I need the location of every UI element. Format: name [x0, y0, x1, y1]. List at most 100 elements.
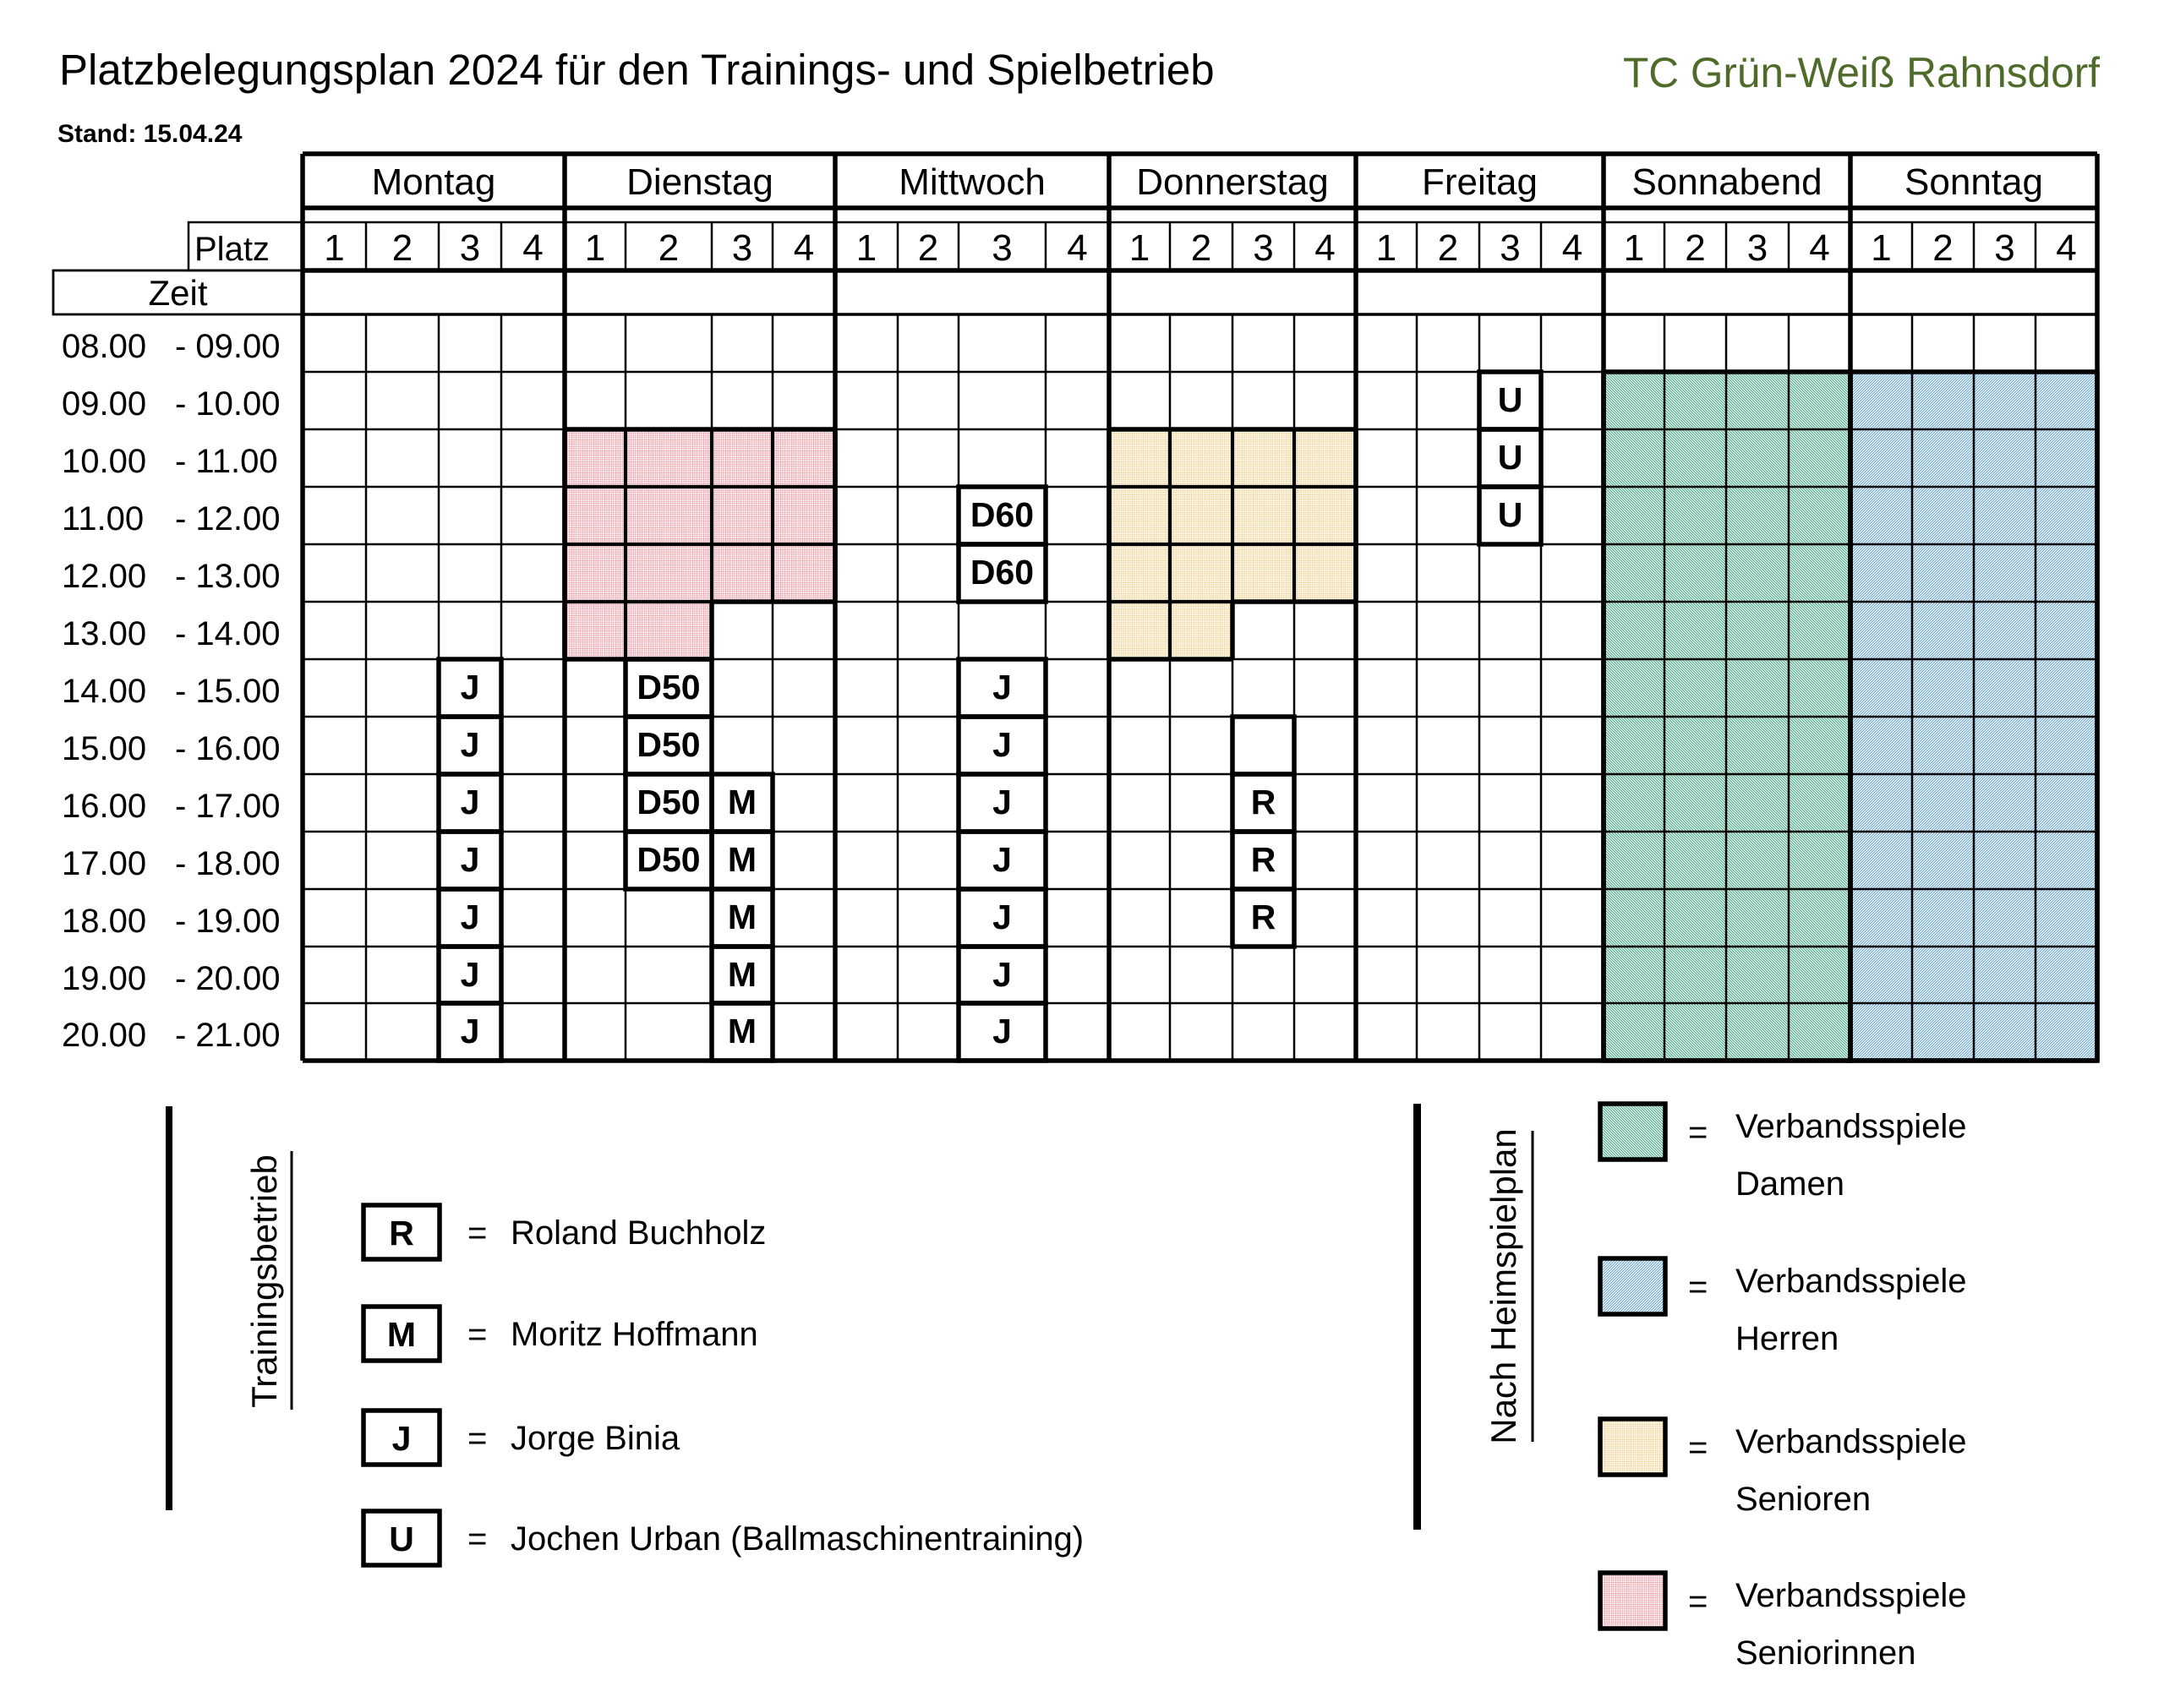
- svg-text:=: =: [1688, 1114, 1708, 1151]
- svg-text:J: J: [461, 898, 480, 936]
- svg-text:D60: D60: [970, 553, 1034, 592]
- svg-text:J: J: [992, 668, 1012, 707]
- svg-text:Dienstag: Dienstag: [626, 161, 773, 203]
- svg-text:R: R: [1251, 840, 1276, 879]
- svg-text:19.00: 19.00: [62, 960, 146, 997]
- svg-text:U: U: [1498, 380, 1523, 419]
- svg-text:3: 3: [1994, 227, 2014, 269]
- svg-text:1: 1: [1624, 227, 1644, 269]
- svg-text:Platzbelegungsplan 2024 für de: Platzbelegungsplan 2024 für den Training…: [59, 46, 1215, 94]
- svg-text:12.00: 12.00: [62, 558, 146, 595]
- svg-text:Verbandsspiele: Verbandsspiele: [1735, 1263, 1967, 1300]
- svg-text:R: R: [1251, 783, 1276, 821]
- svg-text:Damen: Damen: [1735, 1165, 1844, 1203]
- svg-text:- 17.00: - 17.00: [175, 788, 281, 825]
- svg-text:M: M: [728, 898, 757, 936]
- svg-text:2: 2: [1932, 227, 1953, 269]
- svg-text:- 09.00: - 09.00: [175, 328, 281, 365]
- svg-text:=: =: [1688, 1583, 1708, 1620]
- svg-text:3: 3: [732, 227, 752, 269]
- svg-text:1: 1: [585, 227, 605, 269]
- svg-text:- 13.00: - 13.00: [175, 558, 281, 595]
- svg-text:U: U: [1498, 495, 1523, 534]
- svg-text:Jorge Binia: Jorge Binia: [511, 1420, 680, 1457]
- svg-text:Herren: Herren: [1735, 1320, 1839, 1357]
- svg-text:Mittwoch: Mittwoch: [899, 161, 1046, 203]
- svg-text:- 21.00: - 21.00: [175, 1017, 281, 1054]
- svg-text:M: M: [728, 955, 757, 994]
- svg-text:=: =: [1688, 1429, 1708, 1466]
- svg-text:2: 2: [392, 227, 413, 269]
- svg-text:- 16.00: - 16.00: [175, 730, 281, 767]
- svg-text:J: J: [992, 840, 1012, 879]
- svg-text:08.00: 08.00: [62, 328, 146, 365]
- svg-text:Verbandsspiele: Verbandsspiele: [1735, 1108, 1967, 1145]
- svg-text:3: 3: [1253, 227, 1273, 269]
- svg-text:J: J: [461, 725, 480, 764]
- svg-text:1: 1: [324, 227, 344, 269]
- svg-text:M: M: [387, 1315, 416, 1354]
- svg-text:Donnerstag: Donnerstag: [1136, 161, 1328, 203]
- svg-text:4: 4: [794, 227, 814, 269]
- svg-text:M: M: [728, 840, 757, 879]
- svg-text:J: J: [461, 668, 480, 707]
- svg-text:Sonnabend: Sonnabend: [1631, 161, 1822, 203]
- svg-text:- 14.00: - 14.00: [175, 615, 281, 652]
- svg-text:2: 2: [1191, 227, 1211, 269]
- svg-text:=: =: [1688, 1269, 1708, 1306]
- svg-text:18.00: 18.00: [62, 903, 146, 940]
- svg-text:16.00: 16.00: [62, 788, 146, 825]
- svg-text:Verbandsspiele: Verbandsspiele: [1735, 1577, 1967, 1614]
- svg-text:J: J: [392, 1419, 412, 1458]
- svg-text:D50: D50: [637, 668, 700, 707]
- svg-text:- 20.00: - 20.00: [175, 960, 281, 997]
- svg-text:2: 2: [1438, 227, 1458, 269]
- svg-text:Moritz Hoffmann: Moritz Hoffmann: [511, 1316, 758, 1353]
- svg-text:Trainingsbetrieb: Trainingsbetrieb: [244, 1154, 284, 1408]
- svg-text:1: 1: [1871, 227, 1891, 269]
- svg-text:- 11.00: - 11.00: [175, 443, 278, 480]
- svg-text:- 19.00: - 19.00: [175, 903, 281, 940]
- svg-text:- 15.00: - 15.00: [175, 673, 281, 710]
- svg-text:J: J: [461, 840, 480, 879]
- svg-text:D50: D50: [637, 725, 700, 764]
- svg-text:U: U: [389, 1520, 414, 1558]
- svg-text:Seniorinnen: Seniorinnen: [1735, 1634, 1916, 1672]
- svg-text:D50: D50: [637, 840, 700, 879]
- svg-text:U: U: [1498, 438, 1523, 477]
- svg-text:J: J: [461, 1012, 480, 1050]
- svg-text:M: M: [728, 783, 757, 821]
- svg-text:3: 3: [1500, 227, 1520, 269]
- svg-text:4: 4: [2056, 227, 2076, 269]
- svg-text:J: J: [992, 1012, 1012, 1050]
- svg-text:Nach Heimspielplan: Nach Heimspielplan: [1484, 1128, 1523, 1444]
- svg-text:15.00: 15.00: [62, 730, 146, 767]
- svg-text:09.00: 09.00: [62, 385, 146, 423]
- svg-text:Verbandsspiele: Verbandsspiele: [1735, 1423, 1967, 1460]
- svg-text:R: R: [1251, 898, 1276, 936]
- svg-text:4: 4: [1562, 227, 1582, 269]
- svg-text:1: 1: [1129, 227, 1150, 269]
- svg-text:TC Grün-Weiß Rahnsdorf: TC Grün-Weiß Rahnsdorf: [1623, 49, 2100, 96]
- svg-text:J: J: [992, 783, 1012, 821]
- svg-text:Roland Buchholz: Roland Buchholz: [511, 1214, 766, 1252]
- svg-text:2: 2: [918, 227, 938, 269]
- svg-text:Sonntag: Sonntag: [1904, 161, 2043, 203]
- svg-text:17.00: 17.00: [62, 845, 146, 882]
- svg-text:20.00: 20.00: [62, 1017, 146, 1054]
- svg-text:4: 4: [1314, 227, 1335, 269]
- svg-text:=: =: [467, 1420, 487, 1457]
- svg-text:Senioren: Senioren: [1735, 1481, 1871, 1518]
- svg-text:14.00: 14.00: [62, 673, 146, 710]
- svg-text:1: 1: [1376, 227, 1396, 269]
- svg-text:- 10.00: - 10.00: [175, 385, 281, 423]
- svg-text:J: J: [992, 725, 1012, 764]
- svg-text:J: J: [461, 783, 480, 821]
- svg-text:3: 3: [992, 227, 1012, 269]
- svg-text:4: 4: [522, 227, 543, 269]
- svg-text:M: M: [728, 1012, 757, 1050]
- svg-text:3: 3: [460, 227, 480, 269]
- svg-text:D60: D60: [970, 495, 1034, 534]
- svg-text:=: =: [467, 1316, 487, 1353]
- svg-text:4: 4: [1809, 227, 1829, 269]
